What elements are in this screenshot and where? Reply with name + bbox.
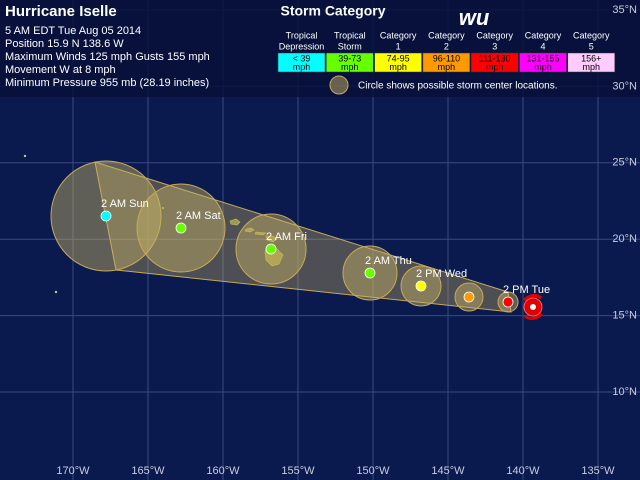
latitude-label: 30°N: [612, 80, 637, 92]
forecast-label: 2 AM Thu: [365, 255, 412, 267]
small-islands: [23, 154, 164, 294]
category-label: Tropical: [286, 30, 318, 40]
category-label: Category: [476, 30, 513, 40]
category-range: 74-95: [387, 53, 410, 63]
category-swatch: [422, 52, 471, 73]
category-unit: mph: [583, 62, 601, 72]
category-label: Category: [573, 30, 610, 40]
forecast-label: 2 AM Sun: [101, 198, 149, 210]
forecast-label: 2 PM Wed: [416, 268, 467, 280]
category-label: Depression: [279, 41, 325, 51]
category-swatch: [374, 52, 422, 73]
forecast-label: 2 PM Tue: [503, 284, 550, 296]
category-label: 1: [396, 41, 401, 51]
category-unit: mph: [389, 62, 407, 72]
info-line: Position 15.9 N 138.6 W: [5, 38, 124, 50]
latitude-label: 15°N: [612, 310, 637, 322]
forecast-point: [502, 296, 514, 308]
category-range: 156+: [581, 53, 601, 63]
category-range: 111-130: [479, 53, 511, 63]
category-unit: mph: [534, 62, 552, 72]
current-storm-icon: [523, 293, 543, 321]
category-range: 96-110: [433, 53, 460, 63]
longitude-label: 170°W: [56, 465, 90, 477]
category-unit: mph: [293, 62, 311, 72]
category-swatch: [470, 52, 519, 73]
latitude-label: 35°N: [612, 4, 637, 16]
info-line: Minimum Pressure 955 mb (28.19 inches): [5, 77, 209, 89]
header-band: [0, 0, 640, 97]
forecast-point: [265, 243, 277, 255]
longitude-label: 150°W: [356, 465, 390, 477]
category-label: 5: [589, 41, 594, 51]
category-unit: mph: [486, 62, 504, 72]
forecast-point: [415, 280, 427, 292]
category-unit: mph: [341, 62, 359, 72]
info-line: Maximum Winds 125 mph Gusts 155 mph: [5, 51, 210, 63]
forecast-label: 2 AM Fri: [266, 231, 307, 243]
category-label: Tropical: [334, 30, 366, 40]
longitude-label: 135°W: [581, 465, 615, 477]
category-label: 3: [492, 41, 497, 51]
latitude-label: 10°N: [612, 386, 637, 398]
category-swatch: [567, 52, 616, 73]
category-label: Category: [428, 30, 465, 40]
category-swatch: [519, 52, 567, 73]
forecast-label: 2 AM Sat: [176, 210, 221, 222]
category-swatch: [326, 52, 374, 73]
category-swatch: [277, 52, 326, 73]
category-range: 39-73: [338, 53, 361, 63]
forecast-point: [100, 210, 112, 222]
category-label: Category: [525, 30, 562, 40]
storm-title: Hurricane Iselle: [5, 3, 117, 20]
forecast-point: [175, 222, 187, 234]
category-label: 4: [540, 41, 545, 51]
category-unit: mph: [438, 62, 456, 72]
longitude-label: 165°W: [131, 465, 165, 477]
category-label: Storm: [338, 41, 362, 51]
forecast-point: [463, 291, 475, 303]
longitude-label: 145°W: [431, 465, 465, 477]
longitude-label: 160°W: [206, 465, 240, 477]
legend-note: Circle shows possible storm center locat…: [358, 81, 558, 92]
longitude-label: 140°W: [506, 465, 540, 477]
info-line: 5 AM EDT Tue Aug 05 2014: [5, 25, 141, 37]
category-label: Category: [380, 30, 417, 40]
category-label: 2: [444, 41, 449, 51]
legend-title: Storm Category: [280, 3, 385, 19]
logo: wu: [459, 5, 490, 30]
forecast-point: [364, 267, 376, 279]
info-line: Movement W at 8 mph: [5, 64, 116, 76]
category-range: < 39: [293, 53, 311, 63]
latitude-label: 20°N: [612, 233, 637, 245]
note-circle: [329, 75, 349, 95]
forecast-points: 2 AM Sun 2 AM Sat 2 AM Fri 2 AM Thu 2 PM Wed…: [100, 198, 550, 308]
latitude-label: 25°N: [612, 157, 637, 169]
category-range: 131-155: [526, 53, 559, 63]
longitude-label: 155°W: [281, 465, 315, 477]
